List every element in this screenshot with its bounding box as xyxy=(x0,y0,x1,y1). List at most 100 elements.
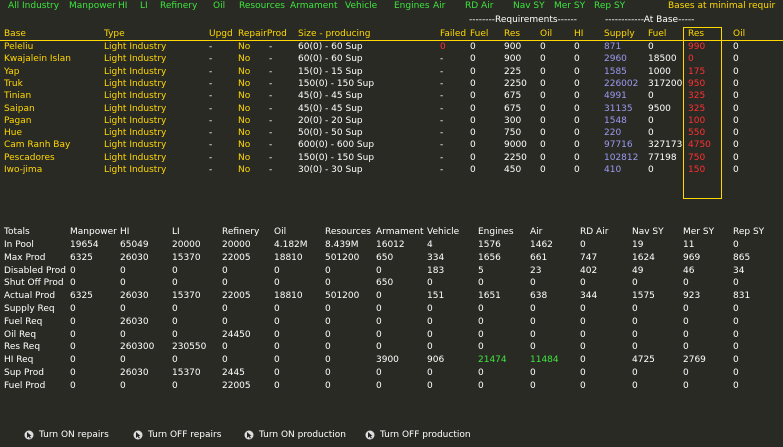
cell-hi: 0 xyxy=(574,78,580,89)
column-header[interactable]: Upgd xyxy=(209,29,233,39)
totals-column-header: Rep SY xyxy=(733,227,765,237)
tab-li[interactable]: LI xyxy=(140,1,148,11)
turn-on-production-button[interactable]: Turn ON production xyxy=(244,428,346,441)
cell-res: 675 xyxy=(504,103,522,114)
totals-cell: 0 xyxy=(274,329,280,340)
column-header[interactable]: RepairProd xyxy=(238,29,287,39)
column-header[interactable]: Supply xyxy=(604,29,635,39)
cell-hi: 0 xyxy=(574,115,580,126)
tab-air[interactable]: Air xyxy=(433,1,446,11)
cursor-arrow-icon xyxy=(133,430,143,439)
tab-manpower[interactable]: Manpower xyxy=(69,1,116,11)
totals-row-label: Sup Prod xyxy=(4,368,44,378)
cell-prod: - xyxy=(269,152,273,163)
totals-cell: 26030 xyxy=(120,252,149,263)
tab-vehicle[interactable]: Vehicle xyxy=(345,1,378,11)
totals-cell: 0 xyxy=(70,329,76,340)
column-header[interactable]: Base xyxy=(4,29,26,39)
cell-repair: No xyxy=(238,42,251,52)
cell-oil: 0 xyxy=(540,165,546,175)
column-header[interactable]: Res xyxy=(688,29,705,39)
cell-boil: 0 xyxy=(733,152,739,163)
cell-fuel: 0 xyxy=(470,78,476,89)
totals-cell: 0 xyxy=(530,278,536,289)
totals-cell: 5 xyxy=(478,265,484,276)
totals-cell: 230550 xyxy=(172,342,207,353)
totals-cell: 6325 xyxy=(70,252,93,263)
cell-type: Light Industry xyxy=(104,42,167,52)
cell-upgd: - xyxy=(209,54,213,65)
totals-cell: 0 xyxy=(683,342,689,353)
cell-size: 15(0) - 15 Sup xyxy=(298,66,363,77)
cell-hi: 0 xyxy=(574,103,580,114)
column-header[interactable]: Res xyxy=(504,29,521,39)
totals-column-header: Engines xyxy=(478,227,514,237)
totals-cell: 661 xyxy=(530,252,548,263)
totals-cell: 0 xyxy=(222,304,228,314)
totals-cell: 0 xyxy=(274,265,280,276)
cell-hi: 0 xyxy=(574,91,580,102)
totals-cell: 831 xyxy=(733,291,751,302)
totals-cell: 0 xyxy=(120,265,126,276)
tab-oil[interactable]: Oil xyxy=(213,1,226,11)
column-header[interactable]: HI xyxy=(574,29,584,39)
column-header[interactable]: Fuel xyxy=(470,29,489,39)
header-underline xyxy=(0,40,783,41)
column-header[interactable]: Size - producing xyxy=(298,29,371,39)
totals-cell: 15370 xyxy=(172,368,201,378)
totals-cell: 650 xyxy=(376,278,394,289)
cell-repair: No xyxy=(238,66,251,77)
cell-base: Cam Ranh Bay xyxy=(4,140,71,151)
tab-engines[interactable]: Engines xyxy=(394,1,430,11)
tab-armament[interactable]: Armament xyxy=(290,1,338,11)
column-header[interactable]: Oil xyxy=(733,29,746,39)
totals-cell: 0 xyxy=(580,368,586,378)
cell-fuel: 0 xyxy=(470,66,476,77)
totals-cell: 0 xyxy=(580,329,586,340)
cell-oil: 0 xyxy=(540,115,546,126)
cell-fuel: 0 xyxy=(470,115,476,126)
totals-cell: 0 xyxy=(530,380,536,391)
tab-rd-air[interactable]: RD Air xyxy=(465,1,494,11)
column-header[interactable]: Fuel xyxy=(648,29,667,39)
tab-hi[interactable]: HI xyxy=(118,1,128,11)
cell-failed: - xyxy=(440,128,444,139)
cell-repair: No xyxy=(238,115,251,126)
turn-off-repairs-button[interactable]: Turn OFF repairs xyxy=(133,428,221,441)
cell-hi: 0 xyxy=(574,54,580,65)
cell-base: Hue xyxy=(4,128,23,139)
cell-size: 150(0) - 150 Sup xyxy=(298,78,375,89)
column-header[interactable]: Oil xyxy=(540,29,553,39)
column-header[interactable]: Type xyxy=(104,29,125,39)
tab-resources[interactable]: Resources xyxy=(239,1,285,11)
cell-failed: - xyxy=(440,152,444,163)
cell-boil: 0 xyxy=(733,103,739,114)
totals-cell: 0 xyxy=(70,355,76,366)
cell-bres: 325 xyxy=(688,91,706,102)
totals-cell: 0 xyxy=(580,240,586,250)
totals-cell: 0 xyxy=(632,278,638,289)
cursor-arrow-icon xyxy=(24,430,34,439)
turn-off-production-button[interactable]: Turn OFF production xyxy=(365,428,471,441)
totals-cell: 0 xyxy=(683,329,689,340)
tab-rep-sy[interactable]: Rep SY xyxy=(594,1,626,11)
tab-refinery[interactable]: Refinery xyxy=(160,1,198,11)
turn-on-repairs-button[interactable]: Turn ON repairs xyxy=(24,428,109,441)
cell-res: 2250 xyxy=(504,78,527,89)
turn-off-repairs-label: Turn OFF repairs xyxy=(148,429,222,440)
cell-fuel: 0 xyxy=(470,42,476,52)
totals-cell: 344 xyxy=(580,291,598,302)
tab-mer-sy[interactable]: Mer SY xyxy=(554,1,586,11)
totals-cell: 0 xyxy=(478,329,484,340)
tab-nav-sy[interactable]: Nav SY xyxy=(513,1,545,11)
totals-cell: 0 xyxy=(274,355,280,366)
totals-cell: 0 xyxy=(325,342,331,353)
totals-cell: 0 xyxy=(376,368,382,378)
cell-fuel: 0 xyxy=(470,140,476,151)
cell-failed: - xyxy=(440,140,444,151)
totals-cell: 0 xyxy=(427,316,433,327)
cell-repair: No xyxy=(238,78,251,89)
column-header[interactable]: Failed xyxy=(440,29,467,39)
tab-all-industry[interactable]: All Industry xyxy=(8,1,60,11)
totals-cell: 0 xyxy=(325,304,331,314)
